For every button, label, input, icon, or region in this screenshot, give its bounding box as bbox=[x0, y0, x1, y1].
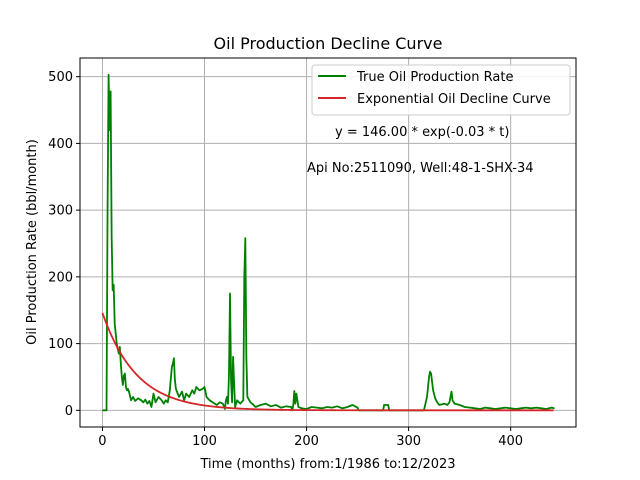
x-tick-label: 300 bbox=[396, 434, 421, 449]
series-line-exp-curve bbox=[101, 312, 554, 412]
legend-label-true-rate: True Oil Production Rate bbox=[356, 70, 513, 85]
y-tick-label: 400 bbox=[48, 137, 73, 152]
legend: True Oil Production Rate Exponential Oil… bbox=[311, 64, 571, 116]
equation-annotation: y = 146.00 * exp(-0.03 * t) bbox=[335, 125, 509, 140]
y-tick-label: 300 bbox=[48, 204, 73, 219]
x-tick-label: 400 bbox=[498, 434, 523, 449]
x-tick-label: 0 bbox=[98, 434, 106, 449]
y-tick-label: 100 bbox=[48, 337, 73, 352]
legend-box bbox=[311, 64, 571, 116]
y-tick-label: 200 bbox=[48, 270, 73, 285]
x-axis-label: Time (months) from:1/1986 to:12/2023 bbox=[199, 457, 455, 472]
plot-frame bbox=[79, 57, 577, 428]
x-tick-label: 100 bbox=[192, 434, 217, 449]
series-line-true-rate bbox=[102, 73, 555, 412]
plot-lines bbox=[101, 73, 555, 412]
y-tick-label: 0 bbox=[65, 404, 73, 419]
y-axis-label: Oil Production Rate (bbl/month) bbox=[25, 139, 40, 345]
chart-title: Oil Production Decline Curve bbox=[214, 34, 443, 53]
axis-ticks: 0 100 200 300 400 0 100 200 300 400 500 bbox=[48, 70, 523, 449]
legend-label-exp-curve: Exponential Oil Decline Curve bbox=[357, 92, 551, 107]
x-tick-label: 200 bbox=[294, 434, 319, 449]
y-tick-label: 500 bbox=[48, 70, 73, 85]
well-annotation: Api No:2511090, Well:48-1-SHX-34 bbox=[307, 161, 534, 176]
